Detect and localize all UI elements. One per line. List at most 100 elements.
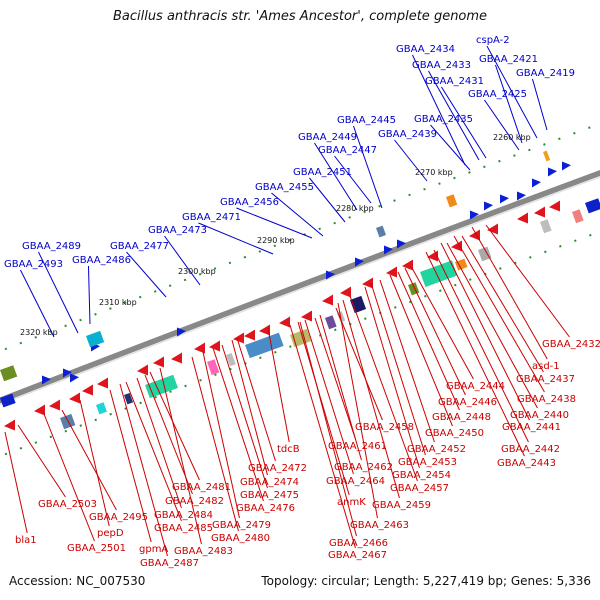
forward-leader-line [126, 251, 167, 298]
reverse-gene-arrow [259, 324, 270, 336]
reverse-leader-line [136, 377, 182, 509]
kbp-label: 2260 kbp [493, 133, 531, 142]
reverse-leader-line [446, 242, 538, 409]
reverse-leader-line [221, 344, 268, 489]
forward-gene-label: GBAA_2473 [148, 225, 207, 236]
reverse-gene-label: GBAA_2437 [516, 374, 575, 385]
forward-gene-arrow [562, 161, 571, 171]
gene-block-navy [123, 392, 134, 405]
forward-gene-arrow [548, 167, 557, 177]
gene-block-steel [376, 225, 386, 238]
forward-leader-line [314, 142, 358, 211]
forward-leader-line [494, 64, 523, 144]
accession-text: Accession: NC_007530 [9, 574, 146, 588]
reverse-leader-line [191, 356, 239, 532]
reverse-gene-label: GBAA_2472 [248, 463, 307, 474]
reverse-leader-line [79, 399, 110, 527]
reverse-leader-line [389, 274, 453, 427]
reverse-leader-line [411, 267, 474, 380]
reverse-gene-label: GBAA_2441 [502, 422, 561, 433]
forward-leader-line [87, 265, 91, 325]
reverse-gene-label: GBAA_2482 [165, 496, 224, 507]
forward-gene-arrow [70, 373, 79, 383]
reverse-gene-label: GBAA_2443 [497, 458, 556, 469]
reverse-gene-label: GBAA_2464 [326, 476, 385, 487]
reverse-leader-line [364, 286, 420, 469]
reverse-gene-label: GBAA_2442 [501, 444, 560, 455]
forward-leader-line [531, 78, 548, 131]
reverse-gene-arrow [137, 364, 148, 376]
forward-gene-label: GBAA_2431 [425, 76, 484, 87]
forward-gene-arrow [384, 245, 393, 255]
forward-gene-arrow [177, 327, 186, 337]
reverse-gene-arrow [322, 294, 333, 306]
kbp-labels: 2260 kbp 2270 kbp 2280 kbp 2290 kbp 2300 kbp… [20, 133, 531, 337]
forward-leader-line [428, 70, 480, 161]
genome-info-text: Topology: circular; Length: 5,227,419 bp… [261, 574, 591, 588]
reverse-gene-label: asd-1 [532, 361, 560, 372]
reverse-leader-line [289, 324, 356, 549]
reverse-leader-line [485, 224, 570, 338]
forward-leader-line [484, 99, 520, 151]
reverse-leader-line [43, 413, 95, 542]
reverse-gene-label: GBAA_2462 [334, 462, 393, 473]
gene-block-grey [478, 246, 492, 262]
forward-leader-line [271, 192, 324, 237]
reverse-leader-line [304, 319, 354, 475]
reverse-gene-label: GBAA_2463 [350, 520, 409, 531]
reverse-gene-arrow [427, 250, 438, 262]
forward-gene-label: GBAA_2451 [293, 167, 352, 178]
forward-gene-label: GBAA_2445 [337, 115, 396, 126]
reverse-leader-line [319, 314, 362, 461]
forward-gene-label: GBAA_2489 [22, 241, 81, 252]
reverse-gene-label: GBAA_2448 [432, 412, 491, 423]
reverse-gene-arrow [49, 399, 60, 411]
reverse-gene-label: GBAA_2450 [425, 428, 484, 439]
reverse-gene-label: GBAA_2457 [390, 483, 449, 494]
forward-gene-arrow [517, 191, 526, 201]
reverse-gene-label: GBAA_2454 [392, 470, 451, 481]
reverse-gene-label: pepD [97, 528, 124, 539]
reverse-leader-line [404, 267, 466, 396]
gene-features [0, 150, 600, 431]
reverse-gene-arrow [233, 332, 244, 344]
forward-gene-label: GBAA_2425 [468, 89, 527, 100]
kbp-label: 2300 kbp [178, 267, 216, 276]
reverse-gene-label: GBAA_2495 [89, 512, 148, 523]
gene-block-orange [455, 258, 468, 271]
gene-block-cyan [86, 330, 105, 348]
reverse-gene-arrow [4, 419, 15, 431]
reverse-gene-arrow [171, 352, 182, 364]
reverse-gene-arrow [340, 286, 351, 298]
reverse-leader-line [202, 351, 240, 519]
forward-leader-line [486, 45, 538, 139]
reverse-leader-line [267, 327, 290, 443]
reverse-leader-line [212, 347, 264, 502]
label-leader-lines [4, 45, 570, 557]
gene-block-grey [540, 219, 552, 234]
reverse-gene-label: GBAA_2483 [174, 546, 233, 557]
reverse-leader-line [236, 337, 276, 462]
reverse-gene-label: GBAA_2467 [328, 550, 387, 561]
reverse-leader-line [370, 282, 426, 456]
reverse-gene-arrow [244, 329, 255, 341]
reverse-leader-line [299, 321, 357, 537]
reverse-gene-label: GBAA_2480 [211, 533, 270, 544]
forward-gene-arrow [63, 368, 72, 378]
forward-gene-label: GBAA_2471 [182, 212, 241, 223]
forward-gene-label: GBAA_2455 [255, 182, 314, 193]
reverse-leader-line [379, 279, 435, 443]
reverse-gene-label: GBAA_2438 [517, 394, 576, 405]
reverse-gene-arrow [469, 229, 480, 241]
forward-gene-label: GBAA_2486 [72, 255, 131, 266]
gene-block-cyan [95, 402, 107, 415]
reverse-leader-line [440, 242, 530, 421]
gene-block-grey [225, 352, 236, 367]
reverse-gene-label: GBAA_2503 [38, 499, 97, 510]
reverse-gene-label: GBAA_2440 [510, 410, 569, 421]
forward-gene-label: cspA-2 [476, 35, 510, 46]
forward-leader-line [198, 222, 274, 255]
gene-block-steel [245, 332, 284, 359]
reverse-leader-line [461, 235, 544, 373]
reverse-leader-line [433, 249, 529, 443]
